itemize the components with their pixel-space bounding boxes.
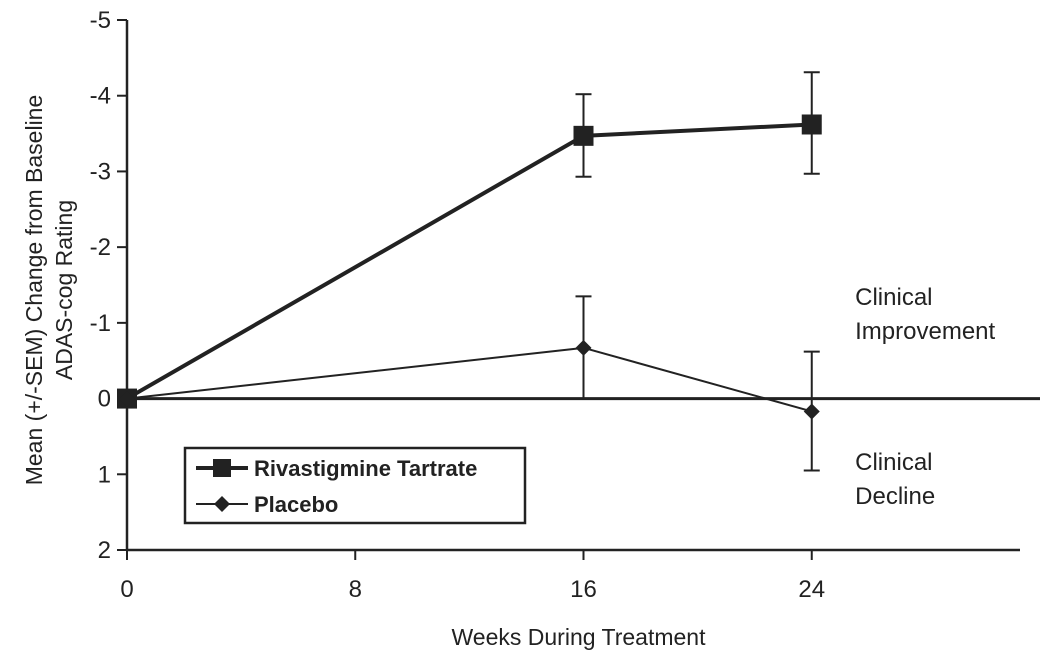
y-tick-label: -1	[90, 310, 111, 337]
annotation-text: Clinical	[855, 284, 932, 311]
legend-marker	[213, 459, 231, 477]
placebomarker	[575, 339, 592, 356]
legend-label: Placebo	[254, 492, 338, 517]
y-axis-title-line-1: Mean (+/-SEM) Change from Baseline	[21, 95, 47, 486]
placeboline	[126, 346, 813, 413]
y-tick-label: -3	[90, 158, 111, 185]
x-tick-label: 24	[798, 576, 825, 603]
x-tick-label: 16	[570, 576, 597, 603]
y-tick-label: -2	[90, 234, 111, 261]
annotation-text: Improvement	[855, 318, 995, 345]
legend-marker	[214, 496, 230, 512]
x-axis-title: Weeks During Treatment	[452, 624, 707, 650]
rivastigmine-tartratemarker	[573, 125, 594, 146]
y-tick-label: 1	[98, 461, 111, 488]
placebomarker	[119, 390, 135, 407]
x-tick-label: 8	[349, 576, 362, 603]
annotation-text: Decline	[855, 483, 935, 510]
placebomarker	[803, 403, 820, 420]
legend-label: Rivastigmine Tartrate	[254, 456, 477, 481]
y-tick-label: 2	[98, 537, 111, 564]
rivastigmine-tartratemarker	[801, 114, 822, 135]
x-tick-label: 0	[120, 576, 133, 603]
y-tick-label: -4	[90, 83, 111, 110]
rivastigmine-tartrateline	[126, 122, 812, 401]
y-tick-label: -5	[90, 7, 111, 34]
y-tick-label: 0	[98, 386, 111, 413]
annotation-text: Clinical	[855, 449, 932, 476]
legend-box	[183, 446, 527, 525]
y-axis-title-line-2: ADAS-cog Rating	[51, 200, 77, 380]
